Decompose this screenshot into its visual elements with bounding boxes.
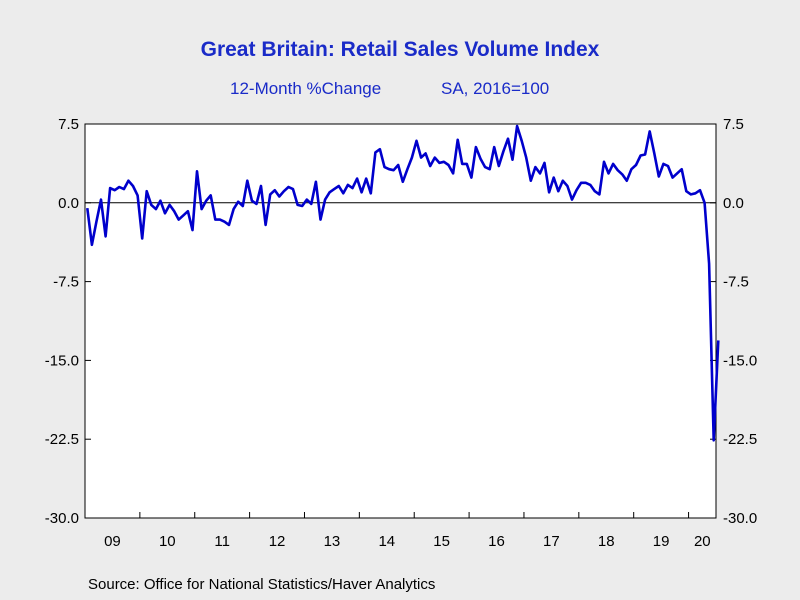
y-tick-label-left: 0.0 [58, 195, 79, 212]
x-tick-label: 09 [104, 533, 121, 550]
y-tick-label-right: 7.5 [723, 116, 744, 133]
plot-area [84, 123, 717, 519]
y-tick-label-right: -7.5 [723, 274, 749, 291]
x-tick-label: 19 [653, 533, 670, 550]
series-line [86, 124, 720, 442]
chart-title: Great Britain: Retail Sales Volume Index [200, 38, 600, 61]
x-tick-label: 17 [543, 533, 560, 550]
y-tick-label-right: -15.0 [723, 352, 757, 369]
y-tick-label-right: -22.5 [723, 431, 757, 448]
x-tick-label: 14 [378, 533, 395, 550]
y-tick-label-left: -15.0 [45, 352, 79, 369]
x-tick-label: 10 [159, 533, 176, 550]
y-tick-label-left: -22.5 [45, 431, 79, 448]
chart-subtitle-measure: 12-Month %Change [230, 79, 382, 98]
x-tick-label: 11 [214, 533, 230, 550]
chart-subtitle-basis: SA, 2016=100 [441, 79, 550, 98]
source-note: Source: Office for National Statistics/H… [88, 576, 436, 593]
x-tick-label: 20 [694, 533, 711, 550]
x-tick-label: 12 [269, 533, 286, 550]
y-tick-label-right: 0.0 [723, 195, 744, 212]
x-tick-label: 15 [433, 533, 450, 550]
y-tick-label-left: -30.0 [45, 510, 79, 527]
x-tick-label: 13 [324, 533, 341, 550]
x-tick-label: 16 [488, 533, 505, 550]
x-tick-label: 18 [598, 533, 615, 550]
y-tick-label-left: 7.5 [58, 116, 79, 133]
y-tick-label-left: -7.5 [53, 274, 79, 291]
y-tick-label-right: -30.0 [723, 510, 757, 527]
